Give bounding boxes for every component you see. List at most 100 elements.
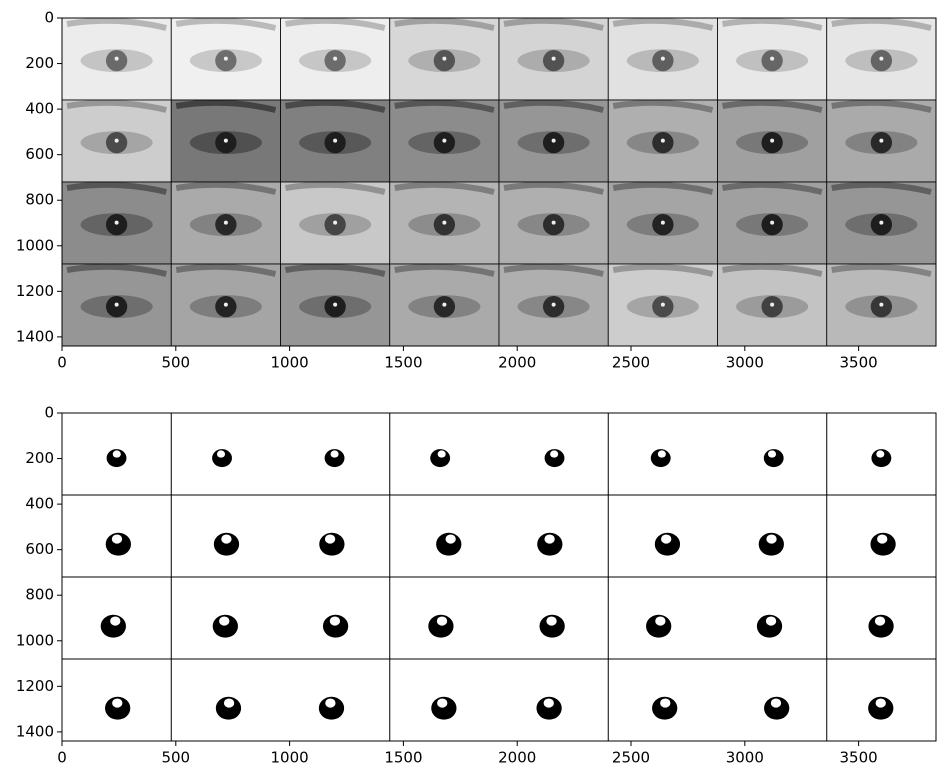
eyebrow (66, 99, 167, 113)
pupil-mask (764, 696, 790, 720)
eyebrow (612, 17, 714, 31)
pupil-mask (318, 696, 345, 720)
pupil-mask (870, 532, 896, 556)
eyebrow (722, 181, 823, 195)
mask-hole (330, 450, 339, 458)
mask-hole (223, 698, 235, 708)
pupil (442, 302, 447, 307)
pupil-mask (105, 696, 131, 720)
eyebrow (503, 263, 604, 277)
mask-hole (765, 616, 777, 626)
eyebrow (285, 17, 386, 31)
pupil (879, 220, 884, 225)
pupil (879, 302, 884, 307)
pupil (660, 220, 665, 225)
mask-hole (324, 534, 336, 544)
y-tick-label: 800 (25, 191, 54, 209)
eyebrow (175, 181, 277, 195)
pupil (114, 302, 119, 307)
mask-hole (437, 450, 446, 458)
eyebrow (285, 181, 386, 195)
y-tick-label: 200 (25, 54, 54, 72)
x-tick-label: 3000 (726, 354, 764, 372)
y-tick-label: 1400 (16, 327, 54, 345)
eyebrow (394, 263, 495, 277)
mask-hole (766, 534, 777, 544)
eye-image-grid (61, 17, 937, 347)
pupil (333, 220, 338, 225)
pupil (442, 220, 447, 225)
y-tick-label: 400 (25, 495, 54, 513)
pupil (660, 302, 665, 307)
x-tick-label: 2000 (498, 354, 536, 372)
mask-hole (767, 450, 777, 458)
mask-hole (112, 698, 123, 708)
mask-hole (216, 450, 226, 458)
y-tick-label: 1000 (16, 236, 54, 254)
mask-hole (875, 698, 886, 708)
pupil-mask (868, 614, 894, 638)
mask-hole (543, 698, 554, 708)
mask-hole (546, 616, 557, 626)
pupil (114, 138, 119, 143)
eyebrow (66, 17, 167, 31)
y-tick-label: 200 (25, 449, 54, 467)
y-tick-label: 400 (25, 100, 54, 118)
pupil (442, 56, 447, 61)
mask-hole (111, 534, 123, 544)
mask-hole (550, 450, 559, 458)
pupil (551, 302, 556, 307)
pupil-mask (212, 614, 238, 638)
eyebrow (175, 99, 277, 113)
pupil (770, 56, 775, 61)
pupil (223, 138, 228, 143)
x-tick-label: 3000 (726, 749, 764, 767)
mask-hole (112, 450, 121, 458)
eyebrow (831, 99, 932, 113)
x-tick-label: 2500 (612, 749, 650, 767)
pupil (114, 56, 119, 61)
mask-hole (770, 698, 782, 708)
x-tick-label: 500 (161, 749, 190, 767)
mask-hole (110, 616, 121, 626)
y-tick-label: 1400 (16, 722, 54, 740)
pupil (442, 138, 447, 143)
y-tick-label: 1000 (16, 631, 54, 649)
eyebrow (66, 181, 167, 195)
mask-hole (436, 616, 448, 626)
eyebrow (722, 99, 823, 113)
pupil (223, 220, 228, 225)
mask-image-grid (62, 413, 936, 741)
mask-hole (874, 616, 886, 626)
mask-hole (544, 534, 555, 544)
pupil (770, 138, 775, 143)
y-tick-label: 600 (25, 145, 54, 163)
mask-hole (437, 698, 448, 708)
pupil (223, 56, 228, 61)
pupil-mask (868, 696, 894, 720)
eyebrow (66, 263, 167, 277)
pupil (770, 220, 775, 225)
eyebrow (831, 17, 932, 31)
eyebrow (394, 181, 495, 195)
eyebrow (503, 17, 604, 31)
eyebrow (503, 181, 604, 195)
eyebrow (285, 263, 386, 277)
pupil (660, 56, 665, 61)
eyebrow (831, 263, 932, 277)
pupil-mask (324, 449, 345, 468)
pupil (551, 56, 556, 61)
y-tick-label: 0 (44, 9, 54, 27)
x-tick-label: 0 (57, 354, 67, 372)
axes-frame (61, 17, 937, 347)
pupil-mask (215, 696, 242, 720)
pupil-mask (537, 532, 563, 556)
pupil (333, 56, 338, 61)
x-tick-label: 3500 (840, 749, 878, 767)
y-tick-label: 0 (44, 404, 54, 422)
pupil-mask (652, 696, 678, 720)
x-tick-label: 500 (161, 354, 190, 372)
mask-hole (661, 534, 672, 544)
y-tick-label: 800 (25, 586, 54, 604)
